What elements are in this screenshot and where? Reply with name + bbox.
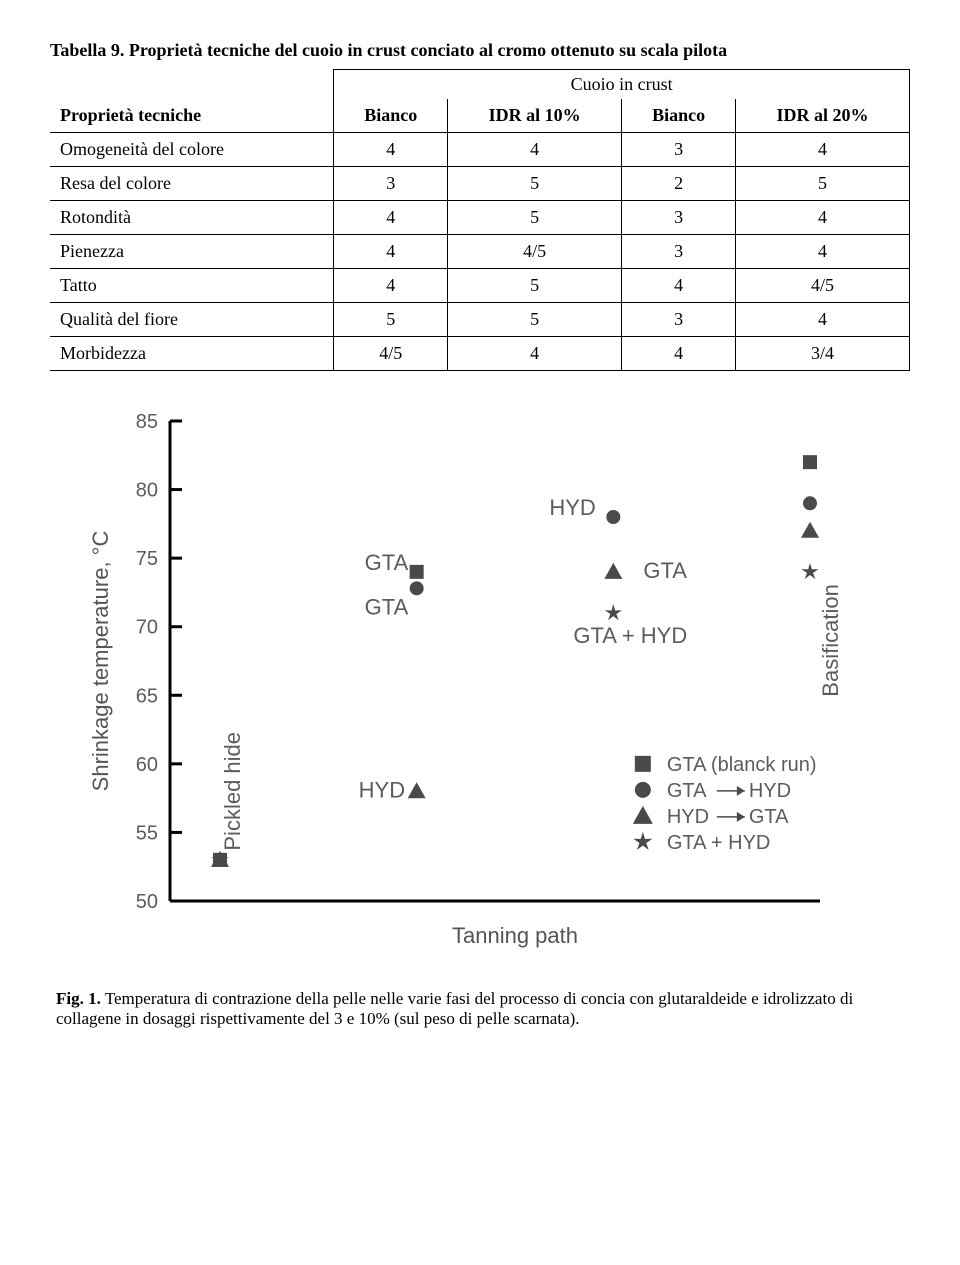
table-row: Qualità del fiore5534 — [50, 303, 910, 337]
circle-icon — [410, 581, 424, 595]
table-cell: 4 — [334, 133, 448, 167]
square-icon — [635, 756, 651, 772]
square-icon — [410, 565, 424, 579]
table-cell: 4 — [334, 235, 448, 269]
row-label: Qualità del fiore — [50, 303, 334, 337]
point-label: GTA — [365, 550, 409, 575]
table-row: Tatto4544/5 — [50, 269, 910, 303]
circle-icon — [803, 496, 817, 510]
table-cell: 4 — [622, 269, 736, 303]
legend-label: GTA — [667, 780, 707, 802]
star-icon — [605, 604, 622, 620]
legend-label: GTA (blanck run) — [667, 754, 817, 776]
table-row: Rotondità4534 — [50, 201, 910, 235]
table-cell: 4/5 — [448, 235, 622, 269]
triangle-icon — [801, 522, 819, 538]
arrow-icon — [737, 786, 745, 796]
table-cell: 5 — [736, 167, 910, 201]
y-tick-label: 60 — [136, 754, 158, 776]
row-label: Resa del colore — [50, 167, 334, 201]
y-tick-label: 75 — [136, 548, 158, 570]
star-icon — [801, 563, 818, 579]
triangle-icon — [408, 782, 426, 798]
table-cell: 3 — [622, 303, 736, 337]
row-label: Rotondità — [50, 201, 334, 235]
star-icon — [633, 832, 652, 850]
row-label: Pienezza — [50, 235, 334, 269]
table-block: Tabella 9. Proprietà tecniche del cuoio … — [50, 40, 910, 371]
row-header-label: Proprietà tecniche — [50, 99, 334, 133]
table-cell: 4 — [622, 337, 736, 371]
figure-caption-text: Temperatura di contrazione della pelle n… — [56, 989, 853, 1028]
table-cell: 4 — [736, 303, 910, 337]
row-label: Omogeneità del colore — [50, 133, 334, 167]
col-header: Bianco — [334, 99, 448, 133]
table-cell: 3 — [622, 133, 736, 167]
triangle-icon — [633, 806, 653, 824]
table-cell: 5 — [448, 201, 622, 235]
table-row: Pienezza44/534 — [50, 235, 910, 269]
stage-label: Pickled hide — [220, 732, 245, 851]
col-header: Bianco — [622, 99, 736, 133]
figure-caption: Fig. 1. Temperatura di contrazione della… — [50, 989, 910, 1029]
table-cell: 5 — [448, 269, 622, 303]
legend-label: GTA — [749, 806, 789, 828]
table-cell: 2 — [622, 167, 736, 201]
square-icon — [803, 455, 817, 469]
row-label: Tatto — [50, 269, 334, 303]
table-cell: 4 — [448, 133, 622, 167]
triangle-icon — [604, 563, 622, 579]
table-cell: 4 — [736, 201, 910, 235]
table-cell: 5 — [448, 167, 622, 201]
table-row: Morbidezza4/5443/4 — [50, 337, 910, 371]
scatter-chart: 50 55 60 65 70 75 80 85 Shrinkage temperature, °… — [70, 411, 890, 971]
table-cell: 3 — [622, 235, 736, 269]
arrow-icon — [737, 812, 745, 822]
point-label: GTA — [643, 558, 687, 583]
table-cell: 4 — [736, 235, 910, 269]
data-table: Cuoio in crust Proprietà tecniche Bianco… — [50, 69, 910, 371]
circle-icon — [635, 782, 651, 798]
point-label: GTA — [365, 594, 409, 619]
legend-label: HYD — [667, 806, 709, 828]
col-header: IDR al 10% — [448, 99, 622, 133]
table-cell: 4 — [736, 133, 910, 167]
y-tick-label: 70 — [136, 617, 158, 639]
table-cell: 3 — [334, 167, 448, 201]
y-tick-label: 65 — [136, 685, 158, 707]
point-label: HYD — [359, 777, 405, 802]
table-cell: 4/5 — [736, 269, 910, 303]
stage-label: Basification — [818, 584, 843, 697]
table-cell: 5 — [448, 303, 622, 337]
figure-caption-lead: Fig. 1. — [56, 989, 101, 1008]
y-tick-label: 85 — [136, 411, 158, 433]
y-tick-label: 80 — [136, 480, 158, 502]
y-tick-label: 50 — [136, 891, 158, 913]
table-cell: 4/5 — [334, 337, 448, 371]
table-cell: 4 — [334, 201, 448, 235]
table-caption: Tabella 9. Proprietà tecniche del cuoio … — [50, 40, 910, 61]
circle-icon — [606, 510, 620, 524]
point-label: HYD — [549, 495, 595, 520]
point-label: GTA + HYD — [573, 623, 687, 648]
table-row: Omogeneità del colore4434 — [50, 133, 910, 167]
table-cell: 5 — [334, 303, 448, 337]
table-cell: 4 — [334, 269, 448, 303]
table-super-header: Cuoio in crust — [334, 70, 910, 100]
y-tick-label: 55 — [136, 822, 158, 844]
legend-label: GTA + HYD — [667, 832, 771, 854]
y-axis-label: Shrinkage temperature, °C — [88, 531, 113, 792]
row-label: Morbidezza — [50, 337, 334, 371]
table-cell: 3/4 — [736, 337, 910, 371]
chart-block: 50 55 60 65 70 75 80 85 Shrinkage temperature, °… — [50, 411, 910, 971]
x-axis-label: Tanning path — [452, 923, 578, 948]
table-cell: 3 — [622, 201, 736, 235]
col-header: IDR al 20% — [736, 99, 910, 133]
table-cell: 4 — [448, 337, 622, 371]
legend-label: HYD — [749, 780, 791, 802]
table-row: Resa del colore3525 — [50, 167, 910, 201]
